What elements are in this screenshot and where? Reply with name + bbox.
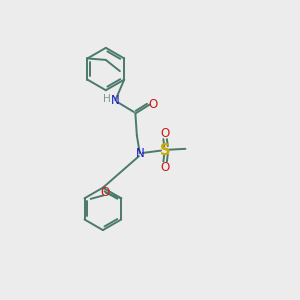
Text: H: H [103,94,111,104]
Text: S: S [160,143,170,158]
Text: N: N [111,94,120,107]
Text: O: O [149,98,158,111]
Text: O: O [160,161,169,174]
Text: O: O [160,127,169,140]
Text: O: O [101,186,110,199]
Text: N: N [135,147,144,160]
